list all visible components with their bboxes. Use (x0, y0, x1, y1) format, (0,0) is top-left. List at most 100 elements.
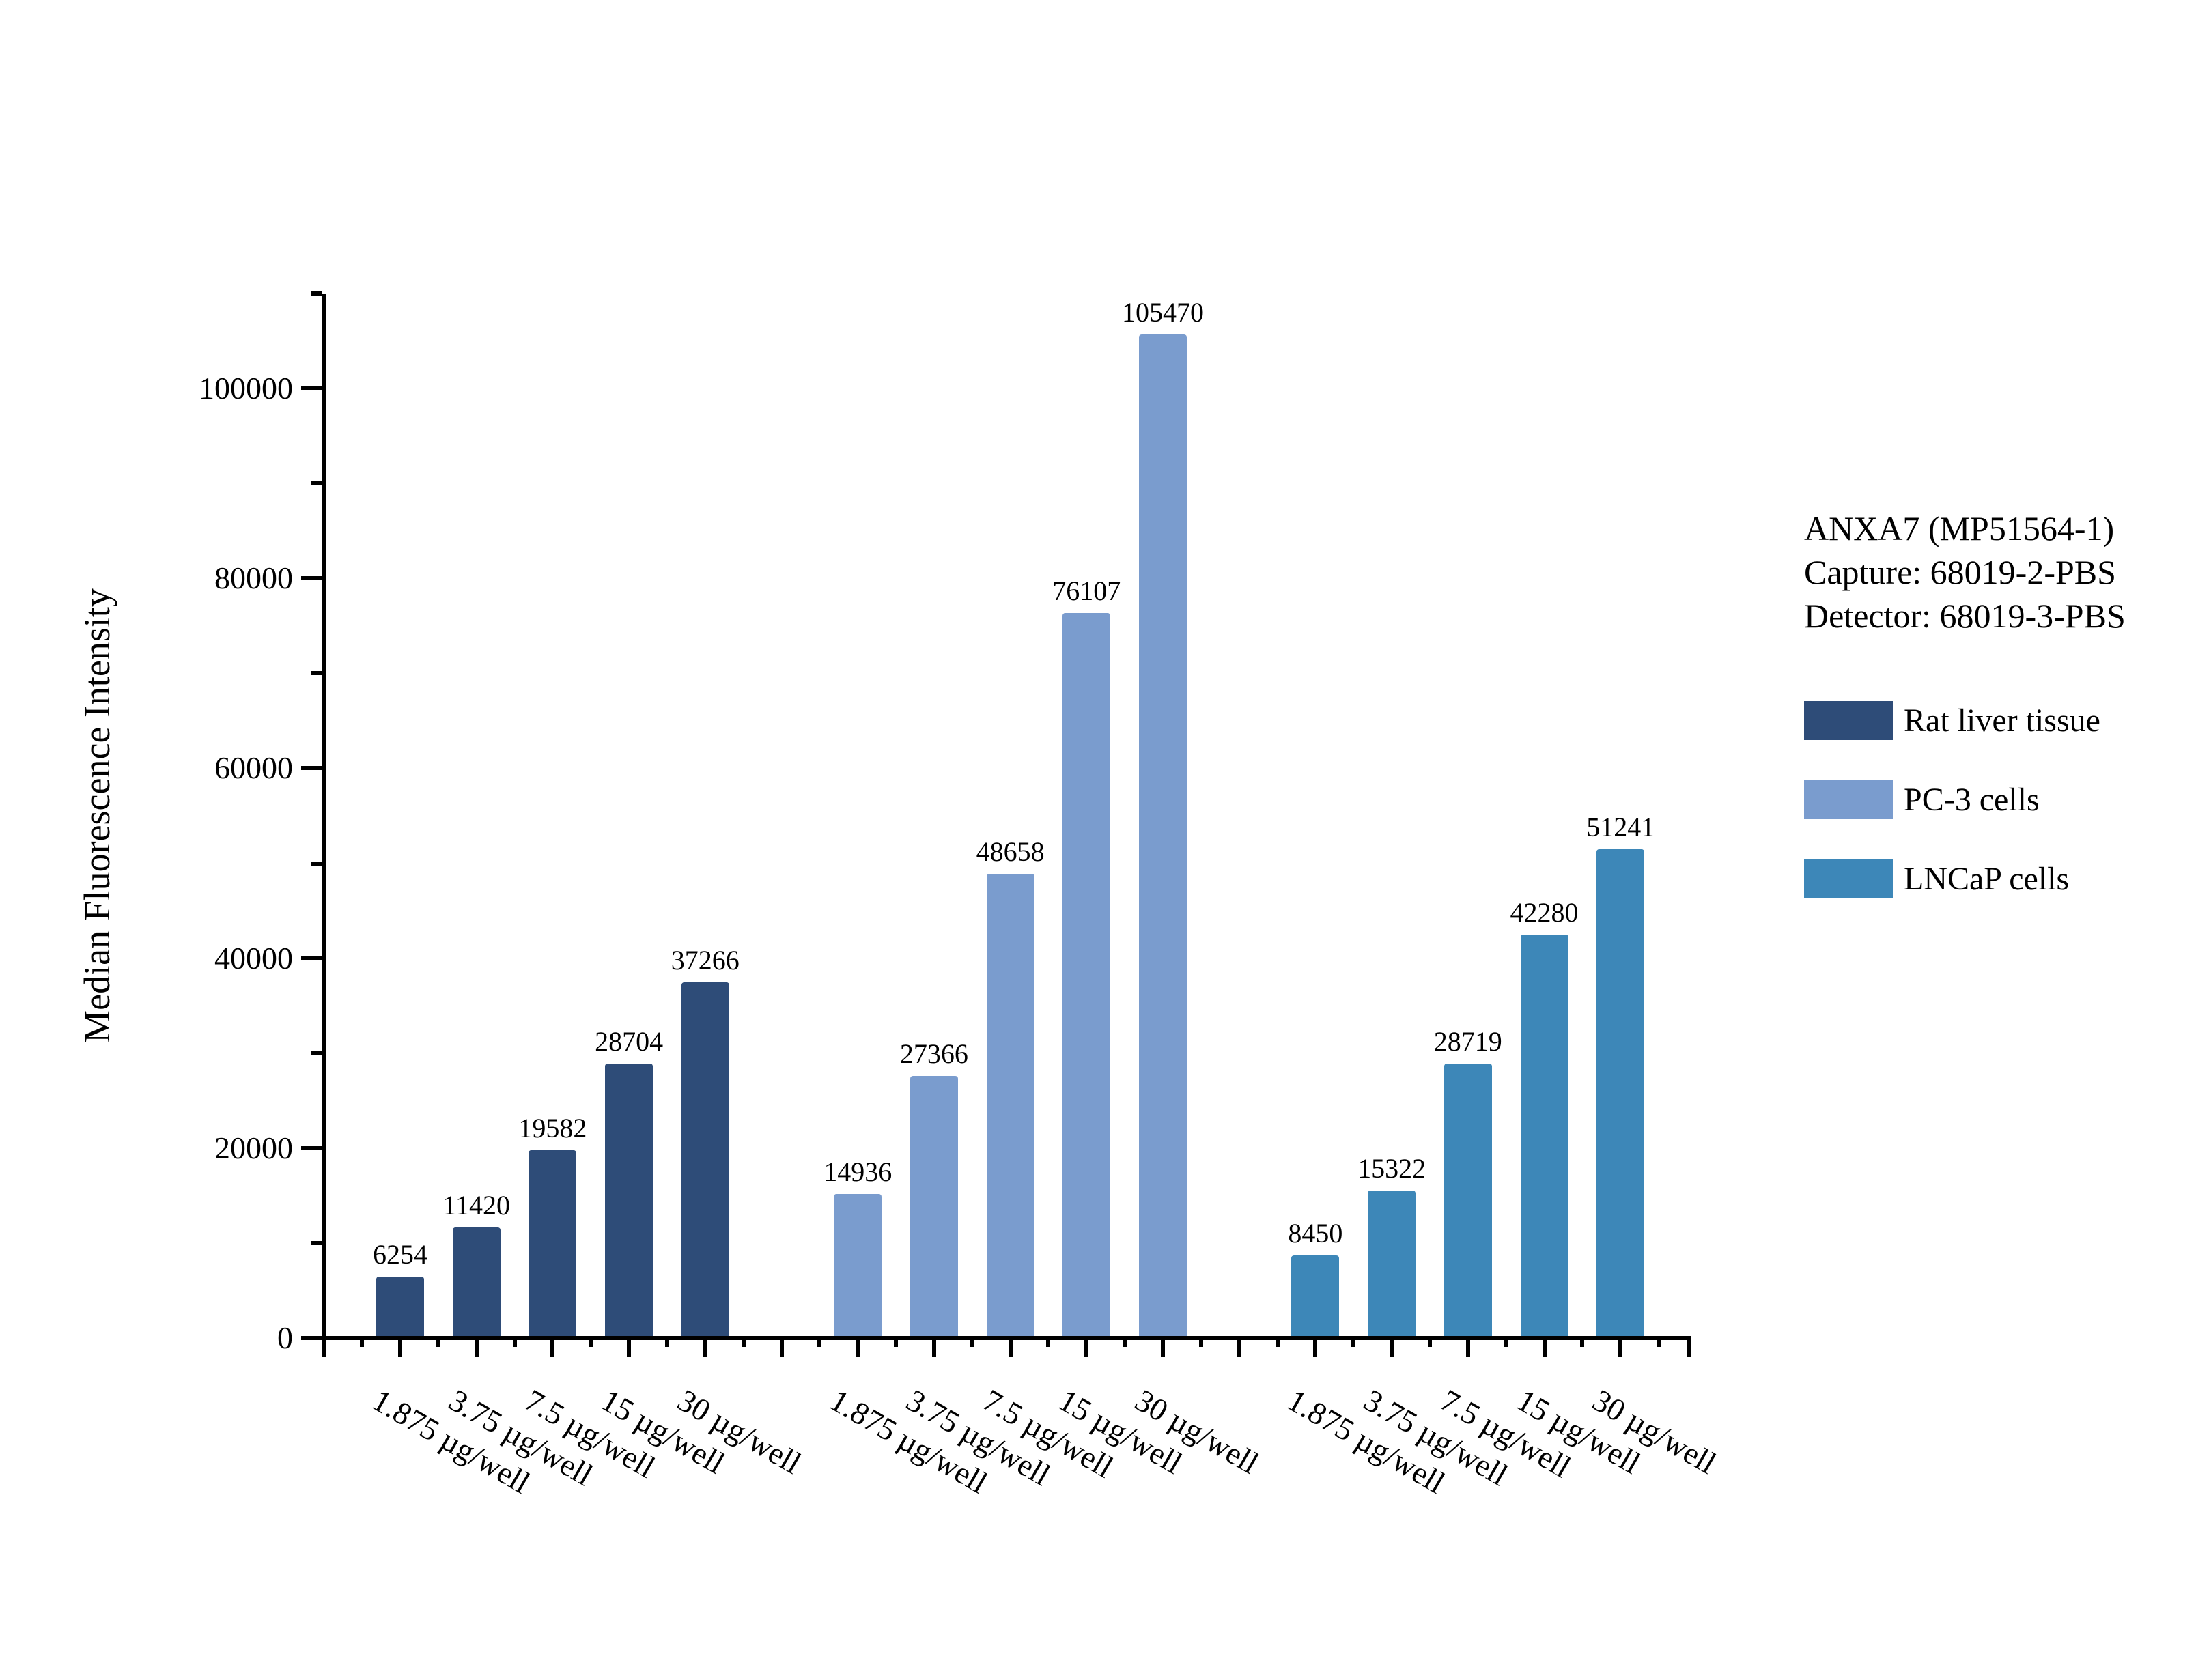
x-tick-major (1390, 1340, 1394, 1357)
x-tick-major (856, 1340, 860, 1357)
y-tick-label: 20000 (214, 1130, 293, 1165)
bar-value-label: 28704 (595, 1025, 664, 1057)
x-tick-minor (1351, 1340, 1356, 1347)
x-tick-minor (894, 1340, 899, 1347)
x-tick-major (1542, 1340, 1547, 1357)
x-tick-major (931, 1340, 936, 1357)
bar-value-label: 42280 (1510, 896, 1579, 928)
bar-value-label: 8450 (1288, 1218, 1343, 1249)
legend-swatch-pc3-cells (1804, 780, 1893, 819)
bar-pc-3-cells-3.75 µg/well (910, 1076, 958, 1336)
bar-rat-liver-tissue-3.75 µg/well (452, 1227, 501, 1336)
bar-value-label: 48658 (976, 836, 1045, 868)
x-tick-major (1084, 1340, 1089, 1357)
y-tick-major (301, 386, 322, 391)
annotation-line-2: Capture: 68019-2-PBS (1804, 553, 2116, 591)
y-tick-minor (311, 1240, 322, 1245)
bar-lncap-cells-15 µg/well (1520, 934, 1568, 1336)
x-tick-major (474, 1340, 479, 1357)
x-tick-major (1008, 1340, 1013, 1357)
bar-pc-3-cells-30 µg/well (1139, 334, 1187, 1336)
y-tick-label: 60000 (214, 750, 293, 786)
y-tick-label: 0 (277, 1320, 293, 1355)
x-tick-minor (1657, 1340, 1661, 1347)
bar-rat-liver-tissue-30 µg/well (681, 982, 729, 1336)
x-tick-major (779, 1340, 784, 1357)
bar-pc-3-cells-7.5 µg/well (986, 874, 1034, 1336)
x-tick-major (627, 1340, 632, 1357)
bar-value-label: 6254 (373, 1239, 427, 1270)
x-tick-minor (1504, 1340, 1508, 1347)
bar-pc-3-cells-15 µg/well (1062, 613, 1111, 1336)
x-tick-major (1313, 1340, 1318, 1357)
bar-value-label: 15322 (1357, 1152, 1426, 1184)
x-tick-major (1618, 1340, 1623, 1357)
x-tick-minor (1123, 1340, 1127, 1347)
x-axis-end-tick (1687, 1336, 1691, 1357)
annotation-line-1: ANXA7 (MP51564-1) (1804, 509, 2115, 547)
x-tick-minor (664, 1340, 669, 1347)
bar-lncap-cells-30 µg/well (1596, 849, 1645, 1336)
x-tick-minor (589, 1340, 593, 1347)
y-tick-major (301, 1145, 322, 1150)
legend-item-rat-liver-tissue: Rat liver tissue (1804, 701, 2100, 740)
x-tick-major (1465, 1340, 1470, 1357)
x-tick-minor (1580, 1340, 1585, 1347)
y-tick-minor (311, 291, 322, 296)
y-tick-label: 40000 (214, 940, 293, 976)
legend-label: Rat liver tissue (1904, 702, 2100, 739)
legend-item-lncap-cells: LNCaP cells (1804, 859, 2069, 898)
y-tick-major (301, 576, 322, 581)
bar-value-label: 19582 (518, 1112, 587, 1143)
annotation-block: ANXA7 (MP51564-1) Capture: 68019-2-PBS D… (1804, 507, 2126, 638)
y-tick-minor (311, 1051, 322, 1055)
x-tick-minor (1275, 1340, 1280, 1347)
x-tick-major (398, 1340, 402, 1357)
x-tick-major (550, 1340, 555, 1357)
bar-value-label: 37266 (671, 944, 740, 976)
x-tick-minor (512, 1340, 517, 1347)
bar-lncap-cells-1.875 µg/well (1291, 1255, 1340, 1336)
bar-value-label: 105470 (1122, 297, 1204, 328)
bar-value-label: 27366 (899, 1038, 968, 1070)
bar-rat-liver-tissue-7.5 µg/well (529, 1150, 577, 1336)
x-tick-major (703, 1340, 707, 1357)
bar-pc-3-cells-1.875 µg/well (834, 1194, 882, 1336)
legend-label: PC-3 cells (1904, 782, 2040, 818)
y-tick-major (301, 766, 322, 771)
y-tick-major (301, 1336, 322, 1340)
x-tick-minor (741, 1340, 746, 1347)
y-tick-label: 80000 (214, 560, 293, 596)
y-tick-major (301, 956, 322, 960)
x-tick-minor (360, 1340, 365, 1347)
x-axis-line (322, 1336, 1691, 1340)
bar-rat-liver-tissue-1.875 µg/well (376, 1277, 424, 1336)
bar-value-label: 51241 (1586, 812, 1655, 843)
bar-value-label: 76107 (1052, 575, 1121, 607)
x-tick-minor (1427, 1340, 1432, 1347)
y-axis-line (322, 294, 326, 1357)
legend-item-pc3-cells: PC-3 cells (1804, 780, 2040, 819)
bar-value-label: 11420 (442, 1190, 510, 1221)
annotation-line-3: Detector: 68019-3-PBS (1804, 597, 2126, 635)
bar-value-label: 14936 (824, 1156, 892, 1188)
y-tick-minor (311, 671, 322, 676)
x-tick-minor (1198, 1340, 1203, 1347)
legend-label: LNCaP cells (1904, 861, 2070, 897)
x-tick-minor (817, 1340, 822, 1347)
x-tick-minor (970, 1340, 974, 1347)
bar-value-label: 28719 (1433, 1025, 1502, 1057)
y-tick-label: 100000 (199, 371, 293, 406)
legend-swatch-rat-liver-tissue (1804, 701, 1893, 740)
y-tick-minor (311, 861, 322, 866)
bar-lncap-cells-7.5 µg/well (1444, 1063, 1492, 1336)
x-tick-major (1161, 1340, 1165, 1357)
y-tick-minor (311, 481, 322, 486)
legend-swatch-lncap-cells (1804, 859, 1893, 898)
x-tick-minor (436, 1340, 440, 1347)
bar-lncap-cells-3.75 µg/well (1368, 1190, 1416, 1336)
bar-rat-liver-tissue-15 µg/well (605, 1063, 653, 1336)
x-tick-major (1237, 1340, 1241, 1357)
